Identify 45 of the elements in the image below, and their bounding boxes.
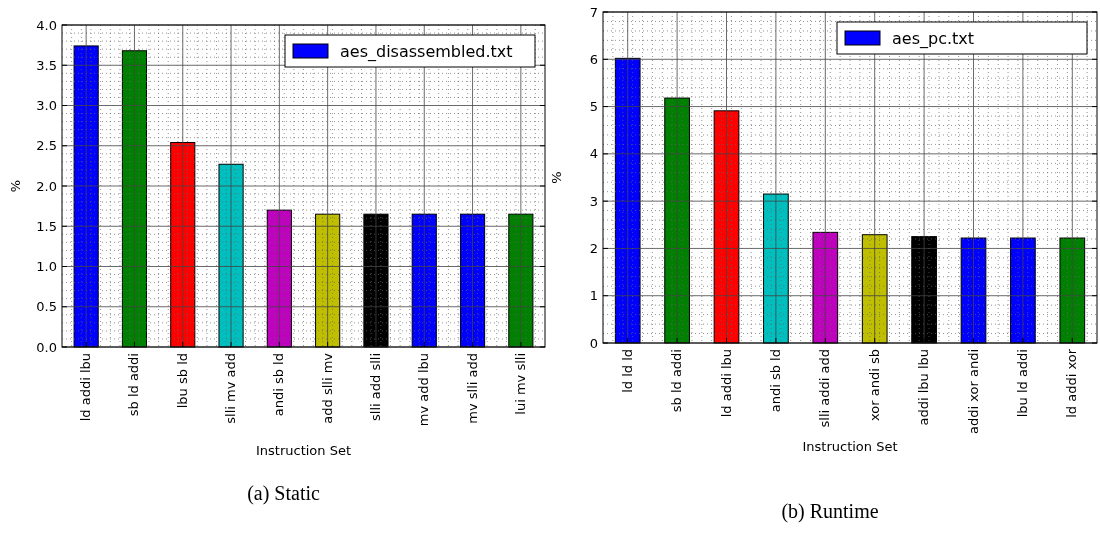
y-tick-label: 0.0 <box>36 339 57 355</box>
x-tick-label: ld addi lbu <box>718 349 734 418</box>
y-tick-label: 5 <box>589 99 598 115</box>
y-tick-label: 0 <box>589 335 598 351</box>
y-tick-label: 2.0 <box>36 178 57 194</box>
y-axis-title: % <box>8 179 23 193</box>
x-tick-label: sb ld addi <box>126 353 142 417</box>
x-tick-label: ld addi xor <box>1064 348 1080 418</box>
x-tick-label: slli mv add <box>223 353 239 424</box>
x-tick-label: mv slli add <box>464 353 480 424</box>
x-tick-label: andi sb ld <box>271 353 287 417</box>
y-tick-label: 2.5 <box>36 138 57 154</box>
y-tick-label: 1.0 <box>36 259 57 275</box>
x-tick-label: sb ld addi <box>669 349 685 413</box>
x-tick-label: andi sb ld <box>767 349 783 413</box>
text: (b) Runtime <box>781 500 879 523</box>
legend-label: aes_pc.txt <box>892 28 975 49</box>
x-tick-label: slli add slli <box>367 353 383 421</box>
x-tick-label: lbu sb ld <box>174 353 190 409</box>
y-tick-label: 0.5 <box>36 299 57 315</box>
x-axis-title: Instruction Set <box>802 439 898 454</box>
x-tick-label: slli addi add <box>817 349 833 428</box>
legend-label: aes_disassembled.txt <box>340 41 513 62</box>
x-tick-label: mv add lbu <box>416 353 432 427</box>
x-tick-label: xor andi sb <box>866 349 882 421</box>
y-tick-label: 4.0 <box>36 17 57 33</box>
y-tick-label: 4 <box>589 146 598 162</box>
y-tick-label: 3.5 <box>36 57 57 73</box>
text: (a) Static <box>247 482 320 505</box>
y-tick-label: 1 <box>589 288 598 304</box>
y-tick-label: 3 <box>589 193 598 209</box>
x-tick-label: ld ld ld <box>619 349 635 393</box>
x-tick-label: addi xor andi <box>965 349 981 435</box>
x-tick-label: ld addi lbu <box>78 353 94 422</box>
y-tick-label: 6 <box>589 51 598 67</box>
x-tick-label: lbu ld addi <box>1014 349 1030 418</box>
x-axis-title: Instruction Set <box>255 443 352 458</box>
y-tick-label: 2 <box>589 240 598 256</box>
x-tick-label: addi lbu lbu <box>916 349 932 426</box>
x-tick-label: lui mv slli <box>512 353 528 415</box>
y-tick-label: 7 <box>589 4 598 20</box>
y-tick-label: 1.5 <box>36 218 57 234</box>
y-axis-title: % <box>549 171 564 184</box>
y-tick-label: 3.0 <box>36 98 57 114</box>
x-tick-label: add slli mv <box>319 352 335 424</box>
